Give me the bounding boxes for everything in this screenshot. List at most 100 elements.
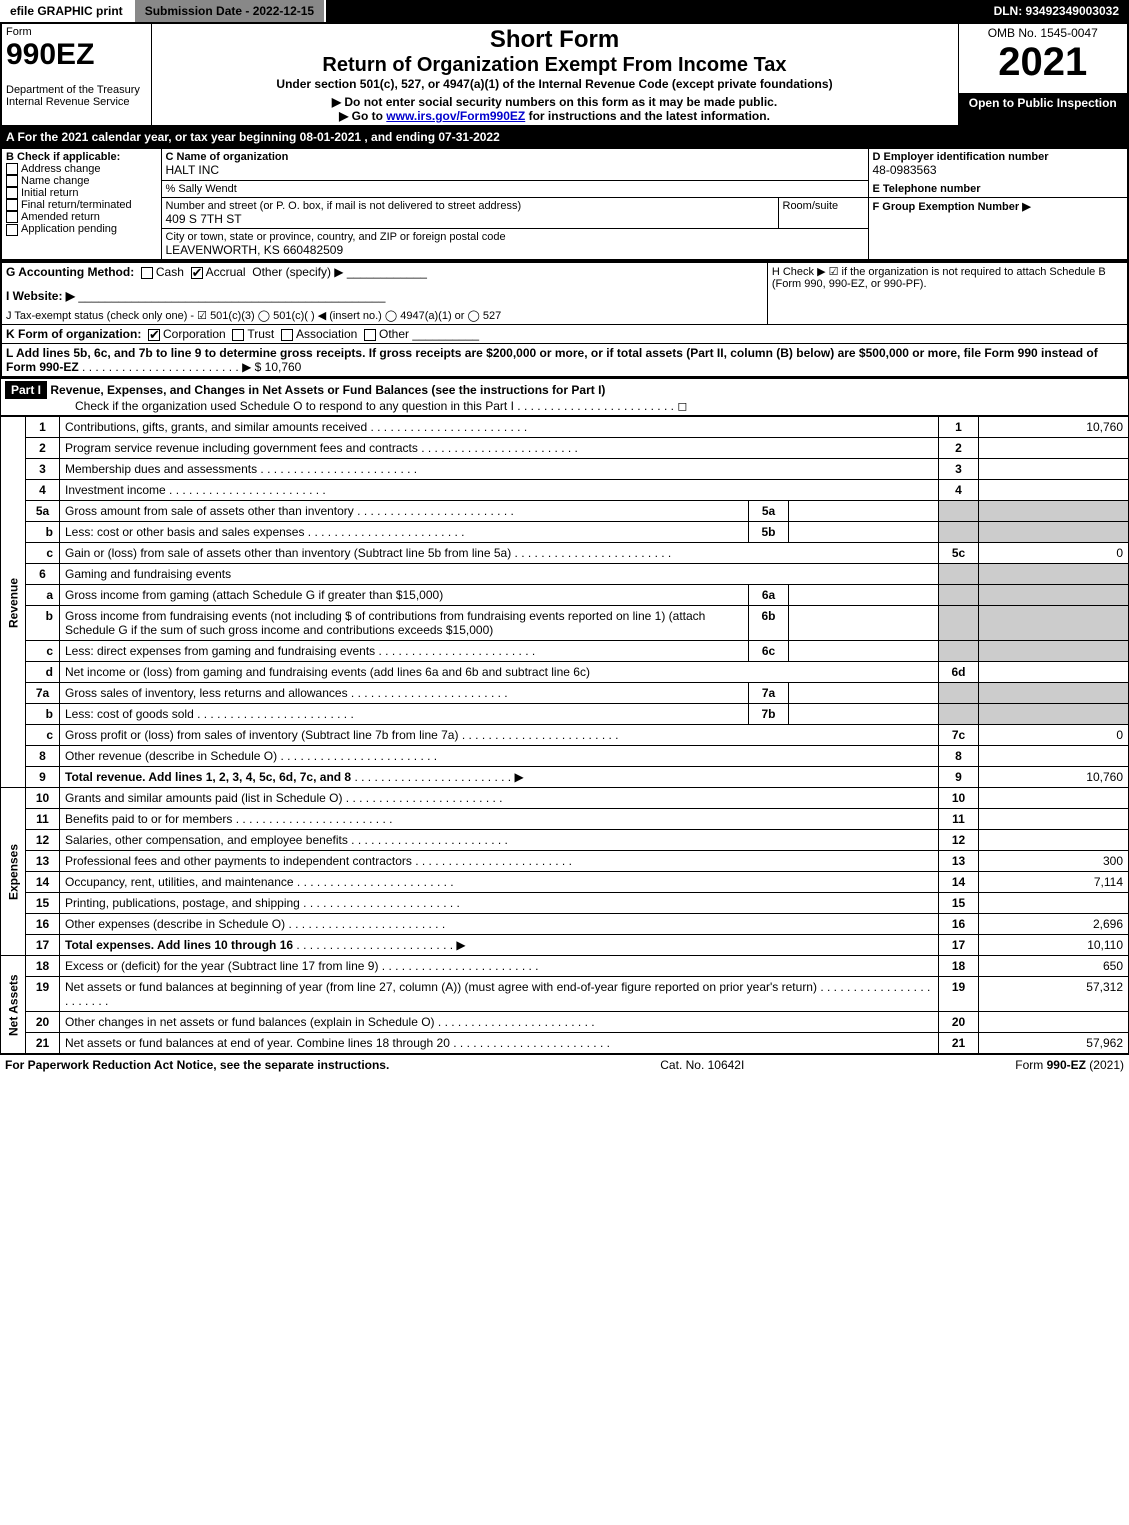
chk-address-change[interactable]: [6, 163, 18, 175]
section-b-title: B Check if applicable:: [6, 151, 157, 163]
city-label: City or town, state or province, country…: [166, 231, 864, 243]
line-5a-sub: 5a: [749, 501, 789, 522]
care-of: % Sally Wendt: [166, 183, 864, 195]
line-17-col: 17: [939, 935, 979, 956]
irs-link[interactable]: www.irs.gov/Form990EZ: [386, 109, 525, 123]
line-5b-sub: 5b: [749, 522, 789, 543]
line-4-desc: Investment income: [65, 483, 166, 497]
expenses-side-label: Expenses: [1, 788, 26, 956]
chk-initial-return[interactable]: [6, 187, 18, 199]
chk-accrual[interactable]: [191, 267, 203, 279]
chk-final-return[interactable]: [6, 199, 18, 211]
chk-other-org[interactable]: [364, 329, 376, 341]
tax-year: 2021: [963, 40, 1124, 85]
lbl-amended-return: Amended return: [21, 211, 100, 223]
lbl-final-return: Final return/terminated: [21, 199, 132, 211]
chk-corporation[interactable]: [148, 329, 160, 341]
chk-cash[interactable]: [141, 267, 153, 279]
line-2-num: 2: [26, 438, 60, 459]
line-7a-sub: 7a: [749, 683, 789, 704]
section-e-label: E Telephone number: [873, 183, 1124, 195]
line-5b-subamt: [789, 522, 939, 543]
page-footer: For Paperwork Reduction Act Notice, see …: [0, 1054, 1129, 1075]
lbl-initial-return: Initial return: [21, 187, 78, 199]
line-13-col: 13: [939, 851, 979, 872]
line-6c-num: c: [26, 641, 60, 662]
line-11-amt: [979, 809, 1129, 830]
line-5a-num: 5a: [26, 501, 60, 522]
org-details-table: G Accounting Method: Cash Accrual Other …: [0, 261, 1129, 378]
line-14-col: 14: [939, 872, 979, 893]
line-12-amt: [979, 830, 1129, 851]
part1-checkbox[interactable]: ◻: [677, 399, 687, 413]
line-14-amt: 7,114: [979, 872, 1129, 893]
line-20-amt: [979, 1012, 1129, 1033]
line-6b-sub: 6b: [749, 606, 789, 641]
lbl-accrual: Accrual: [206, 265, 246, 279]
section-i-label: I Website: ▶: [6, 289, 75, 303]
line-2-desc: Program service revenue including govern…: [65, 441, 418, 455]
line-19-amt: 57,312: [979, 977, 1129, 1012]
line-8-col: 8: [939, 746, 979, 767]
line-2-col: 2: [939, 438, 979, 459]
line-7a-subamt: [789, 683, 939, 704]
line-11-desc: Benefits paid to or for members: [65, 812, 232, 826]
line-1-num: 1: [26, 417, 60, 438]
line-6c-subamt: [789, 641, 939, 662]
line-17-desc: Total expenses. Add lines 10 through 16: [65, 938, 293, 952]
line-8-desc: Other revenue (describe in Schedule O): [65, 749, 277, 763]
line-10-amt: [979, 788, 1129, 809]
efile-print-chip[interactable]: efile GRAPHIC print: [0, 0, 135, 22]
chk-name-change[interactable]: [6, 175, 18, 187]
ssn-warning: ▶ Do not enter social security numbers o…: [156, 95, 954, 109]
goto-instructions: ▶ Go to www.irs.gov/Form990EZ for instru…: [156, 109, 954, 123]
line-3-amt: [979, 459, 1129, 480]
main-title: Return of Organization Exempt From Incom…: [156, 54, 954, 77]
line-7c-amt: 0: [979, 725, 1129, 746]
form-number: 990EZ: [6, 38, 147, 72]
footer-mid: Cat. No. 10642I: [660, 1058, 744, 1072]
open-to-public: Open to Public Inspection: [958, 93, 1128, 126]
section-a: A For the 2021 calendar year, or tax yea…: [0, 127, 1129, 147]
line-6b-num: b: [26, 606, 60, 641]
line-15-col: 15: [939, 893, 979, 914]
line-17-num: 17: [26, 935, 60, 956]
line-3-num: 3: [26, 459, 60, 480]
revenue-side-label: Revenue: [1, 417, 26, 788]
lbl-other-org: Other: [379, 327, 409, 341]
line-7c-num: c: [26, 725, 60, 746]
line-6-desc: Gaming and fundraising events: [60, 564, 939, 585]
line-6b-desc: Gross income from fundraising events (no…: [65, 609, 705, 637]
chk-amended-return[interactable]: [6, 211, 18, 223]
line-7c-col: 7c: [939, 725, 979, 746]
line-3-col: 3: [939, 459, 979, 480]
chk-application-pending[interactable]: [6, 224, 18, 236]
line-5a-desc: Gross amount from sale of assets other t…: [65, 504, 354, 518]
line-18-desc: Excess or (deficit) for the year (Subtra…: [65, 959, 378, 973]
line-7c-desc: Gross profit or (loss) from sales of inv…: [65, 728, 458, 742]
line-14-desc: Occupancy, rent, utilities, and maintena…: [65, 875, 294, 889]
part1-lines-table: Revenue 1 Contributions, gifts, grants, …: [0, 416, 1129, 1054]
chk-association[interactable]: [281, 329, 293, 341]
chk-trust[interactable]: [232, 329, 244, 341]
line-12-col: 12: [939, 830, 979, 851]
line-11-col: 11: [939, 809, 979, 830]
form-word: Form: [6, 26, 147, 38]
line-21-col: 21: [939, 1033, 979, 1054]
line-9-amt: 10,760: [979, 767, 1129, 788]
lbl-corporation: Corporation: [163, 327, 226, 341]
line-21-num: 21: [26, 1033, 60, 1054]
street-value: 409 S 7TH ST: [166, 212, 774, 226]
line-5b-desc: Less: cost or other basis and sales expe…: [65, 525, 304, 539]
line-6d-amt: [979, 662, 1129, 683]
line-6a-num: a: [26, 585, 60, 606]
line-13-desc: Professional fees and other payments to …: [65, 854, 412, 868]
dept-treasury: Department of the Treasury: [6, 84, 147, 96]
line-5c-amt: 0: [979, 543, 1129, 564]
line-6c-desc: Less: direct expenses from gaming and fu…: [65, 644, 375, 658]
lbl-other-method: Other (specify) ▶: [252, 265, 343, 279]
line-14-num: 14: [26, 872, 60, 893]
line-4-amt: [979, 480, 1129, 501]
line-6b-subamt: [789, 606, 939, 641]
line-5b-num: b: [26, 522, 60, 543]
